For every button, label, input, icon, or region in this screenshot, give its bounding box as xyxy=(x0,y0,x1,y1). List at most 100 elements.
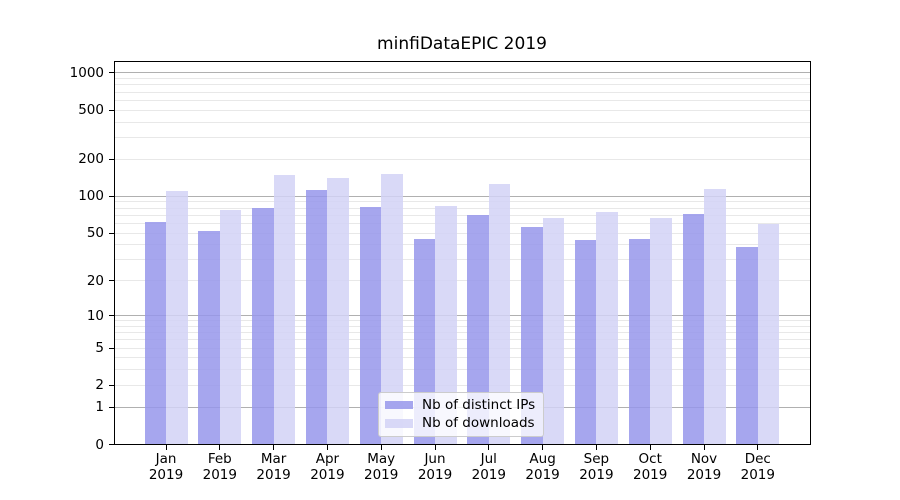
bar-nb-of-distinct-ips-may xyxy=(359,206,382,445)
bar-nb-of-distinct-ips-mar xyxy=(252,208,274,445)
legend-item-distinct-ips: Nb of distinct IPs xyxy=(385,397,537,413)
y-tick-label-0: 0 xyxy=(95,436,104,453)
gridline-minor-9 xyxy=(114,320,810,322)
gridline-minor-800 xyxy=(114,84,810,86)
x-tick-mar xyxy=(273,445,275,450)
bar-nb-of-distinct-ips-jul xyxy=(467,214,489,445)
gridline-minor-400 xyxy=(114,121,810,123)
y-tick-200 xyxy=(108,158,114,160)
y-tick-5 xyxy=(108,347,114,349)
x-tick-jun xyxy=(434,445,436,450)
y-tick-label-50: 50 xyxy=(86,225,104,242)
x-tick-sep xyxy=(595,445,597,450)
gridline-minor-60 xyxy=(114,222,810,224)
gridline-minor-6 xyxy=(114,339,810,341)
bar-nb-of-distinct-ips-feb xyxy=(198,231,220,445)
y-tick-label-5: 5 xyxy=(95,340,104,357)
y-tick-20 xyxy=(108,280,114,282)
gridline-minor-700 xyxy=(114,91,810,93)
chart-title: minfiDataEPIC 2019 xyxy=(377,34,547,54)
y-tick-label-500: 500 xyxy=(78,102,104,119)
x-tick-dec xyxy=(757,445,759,450)
x-tick-label-oct: Oct 2019 xyxy=(633,450,668,483)
legend-label-distinct-ips: Nb of distinct IPs xyxy=(422,396,536,413)
x-tick-aug xyxy=(542,445,544,450)
gridline-minor-50 xyxy=(114,232,810,234)
legend-swatch-downloads xyxy=(385,419,413,428)
x-tick-label-mar: Mar 2019 xyxy=(256,450,291,483)
gridline-minor-20 xyxy=(114,280,810,282)
x-tick-jan xyxy=(165,445,167,450)
x-tick-label-feb: Feb 2019 xyxy=(202,450,237,483)
y-tick-label-2: 2 xyxy=(95,377,104,394)
y-tick-10 xyxy=(108,315,114,317)
y-tick-0 xyxy=(108,444,114,445)
gridline-minor-300 xyxy=(114,137,810,139)
gridline-minor-4 xyxy=(114,357,810,359)
bar-nb-of-downloads-nov xyxy=(704,189,726,445)
bar-nb-of-downloads-may xyxy=(381,173,403,445)
gridline-minor-2 xyxy=(114,384,810,386)
y-tick-500 xyxy=(108,109,114,111)
y-tick-label-1: 1 xyxy=(95,399,104,416)
gridline-minor-5 xyxy=(114,347,810,349)
x-tick-label-sep: Sep 2019 xyxy=(579,450,614,483)
x-tick-label-jul: Jul 2019 xyxy=(471,450,506,483)
bar-nb-of-distinct-ips-aug xyxy=(521,227,543,445)
bar-nb-of-downloads-feb xyxy=(219,209,242,445)
x-tick-label-may: May 2019 xyxy=(364,450,399,483)
y-tick-label-200: 200 xyxy=(78,151,104,168)
gridline-major-100 xyxy=(114,195,810,197)
x-tick-label-nov: Nov 2019 xyxy=(686,450,722,483)
bar-nb-of-distinct-ips-sep xyxy=(574,239,597,445)
gridline-minor-500 xyxy=(114,109,810,111)
bar-nb-of-distinct-ips-jan xyxy=(144,221,166,445)
legend-label-downloads: Nb of downloads xyxy=(422,415,535,432)
bar-nb-of-downloads-oct xyxy=(650,218,672,445)
gridline-minor-40 xyxy=(114,244,810,246)
x-tick-label-dec: Dec 2019 xyxy=(740,450,775,483)
gridline-major-1000 xyxy=(114,72,810,74)
x-tick-label-jan: Jan 2019 xyxy=(148,450,184,483)
gridline-minor-200 xyxy=(114,158,810,160)
gridline-minor-30 xyxy=(114,259,810,261)
bar-nb-of-downloads-jan xyxy=(166,191,188,445)
legend-swatch-distinct-ips xyxy=(385,400,413,409)
y-tick-2 xyxy=(108,384,114,386)
bar-nb-of-downloads-jun xyxy=(435,205,457,445)
gridline-minor-8 xyxy=(114,325,810,327)
bar-nb-of-distinct-ips-nov xyxy=(682,213,704,445)
gridline-minor-3 xyxy=(114,369,810,371)
x-tick-feb xyxy=(219,445,221,450)
x-tick-may xyxy=(380,445,382,450)
y-tick-100 xyxy=(108,195,114,197)
y-tick-50 xyxy=(108,232,114,234)
y-tick-label-1000: 1000 xyxy=(69,64,104,81)
bar-nb-of-downloads-aug xyxy=(542,217,565,445)
bar-nb-of-downloads-apr xyxy=(327,178,349,445)
bar-nb-of-downloads-mar xyxy=(273,174,296,445)
bar-nb-of-distinct-ips-oct xyxy=(628,238,651,445)
bar-nb-of-distinct-ips-apr xyxy=(305,190,328,445)
bar-nb-of-downloads-dec xyxy=(757,224,780,445)
x-tick-label-apr: Apr 2019 xyxy=(310,450,345,483)
x-tick-apr xyxy=(326,445,328,450)
gridline-minor-600 xyxy=(114,99,810,101)
x-tick-nov xyxy=(703,445,705,450)
x-tick-oct xyxy=(649,445,651,450)
gridline-major-10 xyxy=(114,315,810,317)
bar-nb-of-distinct-ips-dec xyxy=(736,247,758,445)
y-tick-1 xyxy=(108,406,114,408)
legend-item-downloads: Nb of downloads xyxy=(385,415,537,431)
y-tick-1000 xyxy=(108,72,114,74)
gridline-minor-900 xyxy=(114,78,810,80)
x-tick-label-jun: Jun 2019 xyxy=(417,450,453,483)
gridline-minor-80 xyxy=(114,207,810,209)
y-tick-label-20: 20 xyxy=(86,272,104,289)
gridline-minor-90 xyxy=(114,201,810,203)
gridline-minor-7 xyxy=(114,332,810,334)
x-tick-jul xyxy=(488,445,490,450)
legend: Nb of distinct IPs Nb of downloads xyxy=(378,391,544,437)
bar-nb-of-downloads-jul xyxy=(488,183,511,445)
